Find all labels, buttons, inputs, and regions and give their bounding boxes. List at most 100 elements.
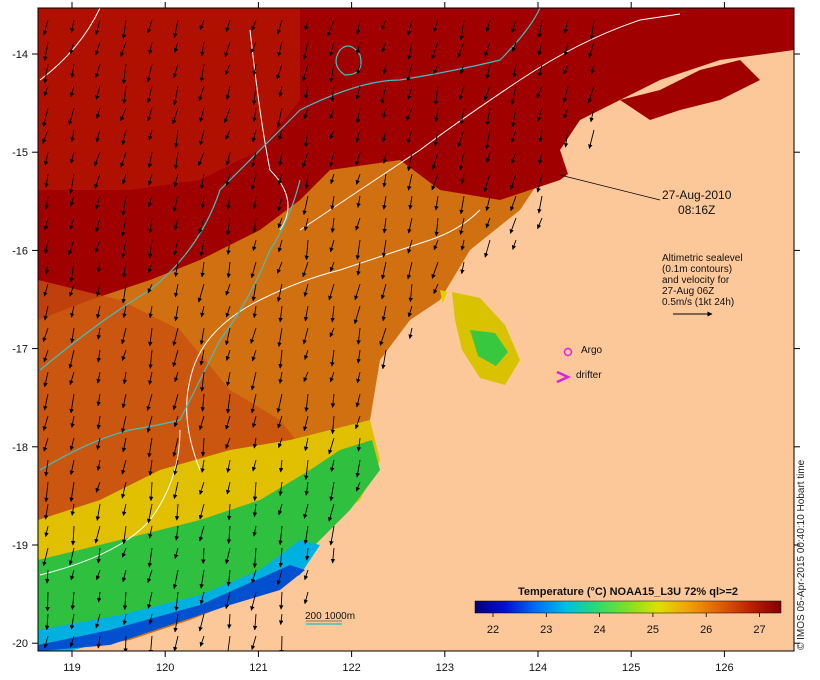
velocity-vector bbox=[122, 305, 127, 319]
colorbar-tick-label: 23 bbox=[540, 624, 552, 636]
velocity-vector bbox=[199, 173, 205, 190]
velocity-vector bbox=[45, 591, 50, 612]
velocity-vector bbox=[42, 19, 49, 36]
velocity-vector bbox=[225, 349, 231, 361]
velocity-vector bbox=[172, 195, 179, 213]
velocity-vector bbox=[433, 283, 439, 295]
velocity-vector bbox=[94, 525, 101, 544]
velocity-vector bbox=[330, 393, 336, 408]
velocity-vector bbox=[44, 195, 49, 210]
velocity-vector bbox=[276, 261, 283, 274]
velocity-vector bbox=[70, 19, 75, 33]
bathymetry-legend: 200 1000m bbox=[305, 611, 355, 625]
velocity-vector bbox=[148, 327, 153, 347]
velocity-vector bbox=[69, 173, 75, 194]
velocity-vector bbox=[95, 195, 101, 210]
velocity-vector bbox=[172, 349, 179, 368]
velocity-vector bbox=[44, 459, 49, 477]
velocity-vector bbox=[173, 635, 179, 651]
velocity-vector bbox=[250, 261, 257, 279]
velocity-vector bbox=[121, 195, 127, 216]
velocity-vector bbox=[303, 85, 309, 100]
velocity-vector bbox=[304, 481, 309, 496]
velocity-vector bbox=[379, 327, 387, 346]
velocity-vector bbox=[380, 85, 387, 105]
velocity-vector bbox=[146, 107, 153, 122]
velocity-vector bbox=[303, 305, 309, 322]
velocity-vector bbox=[121, 459, 127, 475]
velocity-vector bbox=[172, 393, 179, 411]
colorbar-tick-label: 25 bbox=[647, 624, 659, 636]
velocity-vector bbox=[355, 151, 361, 166]
velocity-vector bbox=[70, 327, 75, 344]
velocity-vector bbox=[433, 85, 439, 106]
velocity-vector bbox=[510, 129, 517, 143]
velocity-vector bbox=[304, 19, 309, 31]
velocity-vector bbox=[198, 525, 205, 542]
velocity-vector bbox=[147, 261, 153, 274]
x-tick-label: 120 bbox=[156, 662, 174, 674]
velocity-vector bbox=[226, 261, 231, 279]
velocity-vector bbox=[147, 173, 153, 186]
velocity-vector bbox=[146, 415, 153, 433]
velocity-vector bbox=[406, 107, 413, 122]
x-axis: 119 120 121 122 123 124 125 126 bbox=[63, 2, 734, 674]
velocity-vector bbox=[382, 63, 387, 75]
velocity-vector bbox=[563, 129, 569, 148]
velocity-vector bbox=[199, 107, 205, 123]
x-tick-label: 126 bbox=[715, 662, 733, 674]
velocity-vector bbox=[173, 261, 179, 278]
velocity-vector bbox=[227, 613, 232, 629]
velocity-vector bbox=[95, 503, 101, 521]
velocity-vector bbox=[277, 41, 283, 57]
velocity-vector bbox=[96, 393, 101, 407]
timestamp-time: 08:16Z bbox=[678, 203, 716, 217]
velocity-vector bbox=[406, 151, 413, 172]
y-tick-label: -16 bbox=[12, 245, 28, 257]
velocity-vector bbox=[277, 217, 283, 229]
velocity-vector bbox=[304, 459, 309, 481]
y-axis: -14 -15 -16 -17 -18 -19 -20 bbox=[12, 49, 800, 650]
velocity-vector bbox=[330, 85, 335, 103]
velocity-vector bbox=[588, 41, 595, 59]
velocity-vector bbox=[250, 393, 257, 414]
velocity-vector bbox=[95, 217, 101, 232]
velocity-vector bbox=[537, 217, 543, 230]
velocity-vector bbox=[460, 239, 465, 251]
velocity-vector bbox=[304, 393, 309, 412]
velocity-vector bbox=[173, 41, 179, 53]
velocity-vector bbox=[174, 371, 179, 383]
velocity-vector bbox=[147, 547, 153, 568]
velocity-vector bbox=[251, 415, 257, 429]
velocity-vector bbox=[198, 217, 205, 234]
velocity-vector bbox=[433, 63, 439, 75]
velocity-vector bbox=[329, 107, 335, 120]
velocity-vector bbox=[42, 129, 49, 144]
velocity-vector bbox=[278, 349, 283, 369]
velocity-vector bbox=[355, 459, 361, 478]
velocity-vector bbox=[460, 173, 465, 185]
velocity-vector bbox=[224, 591, 231, 610]
velocity-vector bbox=[276, 107, 283, 128]
velocity-vector bbox=[511, 19, 517, 33]
velocity-vector bbox=[148, 41, 153, 55]
velocity-vector bbox=[589, 107, 595, 123]
velocity-vector bbox=[303, 569, 309, 581]
velocity-vector bbox=[172, 63, 179, 79]
velocity-vector bbox=[96, 261, 102, 273]
velocity-vector bbox=[407, 19, 413, 36]
velocity-vector bbox=[95, 85, 101, 100]
velocity-vector bbox=[251, 349, 257, 362]
velocity-vector bbox=[252, 239, 257, 252]
velocity-vector bbox=[198, 85, 205, 102]
velocity-vector bbox=[198, 613, 205, 632]
velocity-vector bbox=[330, 305, 335, 323]
x-tick-label: 121 bbox=[249, 662, 267, 674]
velocity-vector bbox=[95, 283, 101, 297]
velocity-vector bbox=[356, 437, 362, 452]
velocity-vector bbox=[147, 151, 153, 169]
velocity-vector bbox=[96, 371, 101, 384]
velocity-vector bbox=[96, 415, 102, 430]
velocity-vector bbox=[536, 85, 543, 99]
velocity-vector bbox=[328, 437, 335, 455]
